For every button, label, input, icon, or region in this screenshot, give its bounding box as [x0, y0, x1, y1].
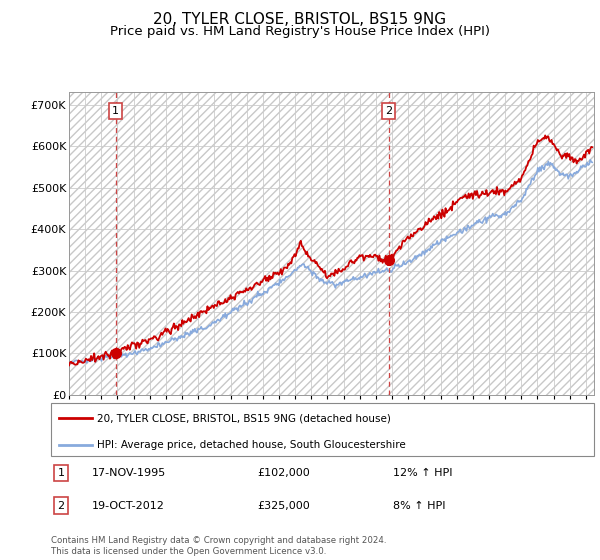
Text: 2: 2: [385, 106, 392, 116]
Text: Price paid vs. HM Land Registry's House Price Index (HPI): Price paid vs. HM Land Registry's House …: [110, 25, 490, 38]
Text: 20, TYLER CLOSE, BRISTOL, BS15 9NG (detached house): 20, TYLER CLOSE, BRISTOL, BS15 9NG (deta…: [97, 413, 391, 423]
Text: 1: 1: [112, 106, 119, 116]
Text: 1: 1: [58, 468, 65, 478]
Text: 20, TYLER CLOSE, BRISTOL, BS15 9NG: 20, TYLER CLOSE, BRISTOL, BS15 9NG: [154, 12, 446, 27]
Text: 8% ↑ HPI: 8% ↑ HPI: [393, 501, 446, 511]
Text: £102,000: £102,000: [257, 468, 310, 478]
Text: 12% ↑ HPI: 12% ↑ HPI: [393, 468, 452, 478]
Text: £325,000: £325,000: [257, 501, 310, 511]
FancyBboxPatch shape: [51, 403, 594, 456]
Text: 17-NOV-1995: 17-NOV-1995: [92, 468, 166, 478]
Text: 19-OCT-2012: 19-OCT-2012: [92, 501, 164, 511]
Text: HPI: Average price, detached house, South Gloucestershire: HPI: Average price, detached house, Sout…: [97, 440, 406, 450]
Text: 2: 2: [58, 501, 65, 511]
Text: Contains HM Land Registry data © Crown copyright and database right 2024.
This d: Contains HM Land Registry data © Crown c…: [51, 536, 386, 556]
